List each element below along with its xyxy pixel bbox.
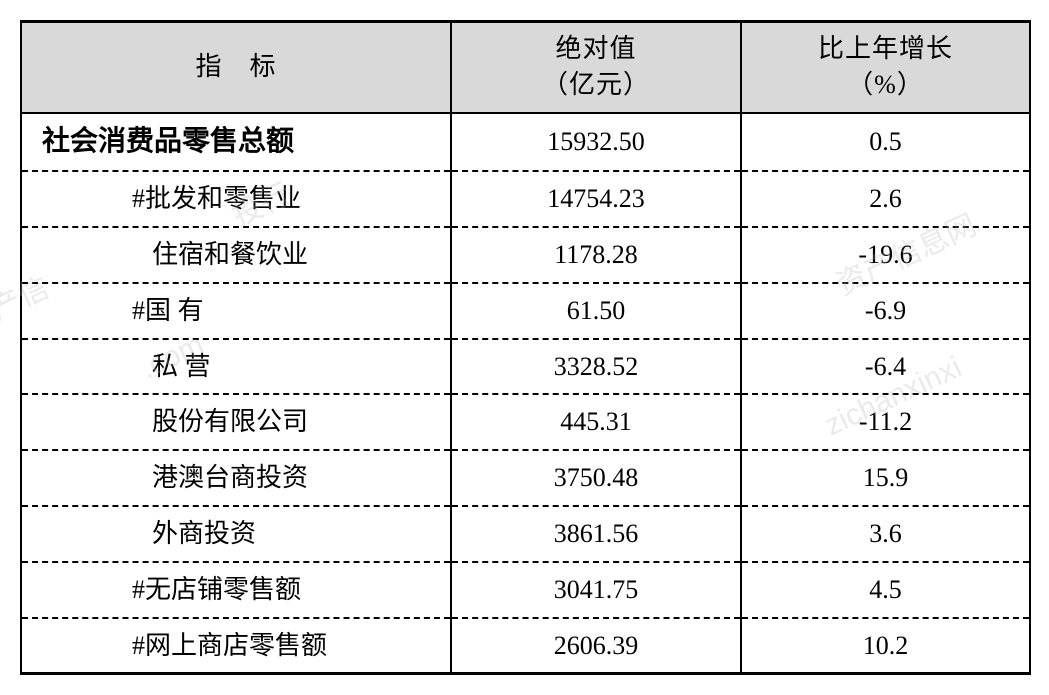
row-growth: 3.6 xyxy=(741,506,1030,562)
row-growth: 15.9 xyxy=(741,450,1030,506)
table-body: 社会消费品零售总额15932.500.5#批发和零售业14754.232.6住宿… xyxy=(21,113,1030,674)
table-row: #国 有61.50-6.9 xyxy=(21,283,1030,339)
row-growth: -19.6 xyxy=(741,227,1030,283)
table-row: 股份有限公司445.31-11.2 xyxy=(21,394,1030,450)
row-value: 2606.39 xyxy=(451,618,741,674)
row-label: 住宿和餐饮业 xyxy=(21,227,451,283)
row-growth: 10.2 xyxy=(741,618,1030,674)
row-growth: 4.5 xyxy=(741,562,1030,618)
table-row: 外商投资3861.563.6 xyxy=(21,506,1030,562)
table-row: #无店铺零售额3041.754.5 xyxy=(21,562,1030,618)
table-row: 住宿和餐饮业1178.28-19.6 xyxy=(21,227,1030,283)
table-row: 私 营3328.52-6.4 xyxy=(21,339,1030,395)
row-label: #批发和零售业 xyxy=(21,171,451,227)
row-growth: -6.4 xyxy=(741,339,1030,395)
table-row: #批发和零售业14754.232.6 xyxy=(21,171,1030,227)
row-label: 社会消费品零售总额 xyxy=(21,113,451,171)
row-label: #国 有 xyxy=(21,283,451,339)
row-value: 1178.28 xyxy=(451,227,741,283)
row-value: 445.31 xyxy=(451,394,741,450)
row-growth: -6.9 xyxy=(741,283,1030,339)
table-header-row: 指 标 绝对值 （亿元） 比上年增长 （%） xyxy=(21,22,1030,113)
row-growth: -11.2 xyxy=(741,394,1030,450)
col-indicator-label: 指 标 xyxy=(195,52,276,81)
table-row: 港澳台商投资3750.4815.9 xyxy=(21,450,1030,506)
row-label: #无店铺零售额 xyxy=(21,562,451,618)
row-label: #网上商店零售额 xyxy=(21,618,451,674)
row-label: 私 营 xyxy=(21,339,451,395)
row-growth: 0.5 xyxy=(741,113,1030,171)
col-growth: 比上年增长 （%） xyxy=(741,22,1030,113)
row-value: 61.50 xyxy=(451,283,741,339)
table-row: 社会消费品零售总额15932.500.5 xyxy=(21,113,1030,171)
row-value: 3328.52 xyxy=(451,339,741,395)
col-growth-line1: 比上年增长 xyxy=(818,34,953,63)
row-value: 15932.50 xyxy=(451,113,741,171)
row-label: 股份有限公司 xyxy=(21,394,451,450)
col-absolute-line1: 绝对值 xyxy=(555,34,636,63)
retail-sales-table: 指 标 绝对值 （亿元） 比上年增长 （%） 社会消费品零售总额15932.50… xyxy=(20,20,1031,675)
row-label: 港澳台商投资 xyxy=(21,450,451,506)
col-absolute-line2: （亿元） xyxy=(542,70,650,99)
row-label: 外商投资 xyxy=(21,506,451,562)
row-value: 3750.48 xyxy=(451,450,741,506)
col-growth-line2: （%） xyxy=(847,70,924,99)
col-indicator: 指 标 xyxy=(21,22,451,113)
row-value: 3041.75 xyxy=(451,562,741,618)
row-value: 14754.23 xyxy=(451,171,741,227)
row-value: 3861.56 xyxy=(451,506,741,562)
table-row: #网上商店零售额2606.3910.2 xyxy=(21,618,1030,674)
row-growth: 2.6 xyxy=(741,171,1030,227)
col-absolute-value: 绝对值 （亿元） xyxy=(451,22,741,113)
